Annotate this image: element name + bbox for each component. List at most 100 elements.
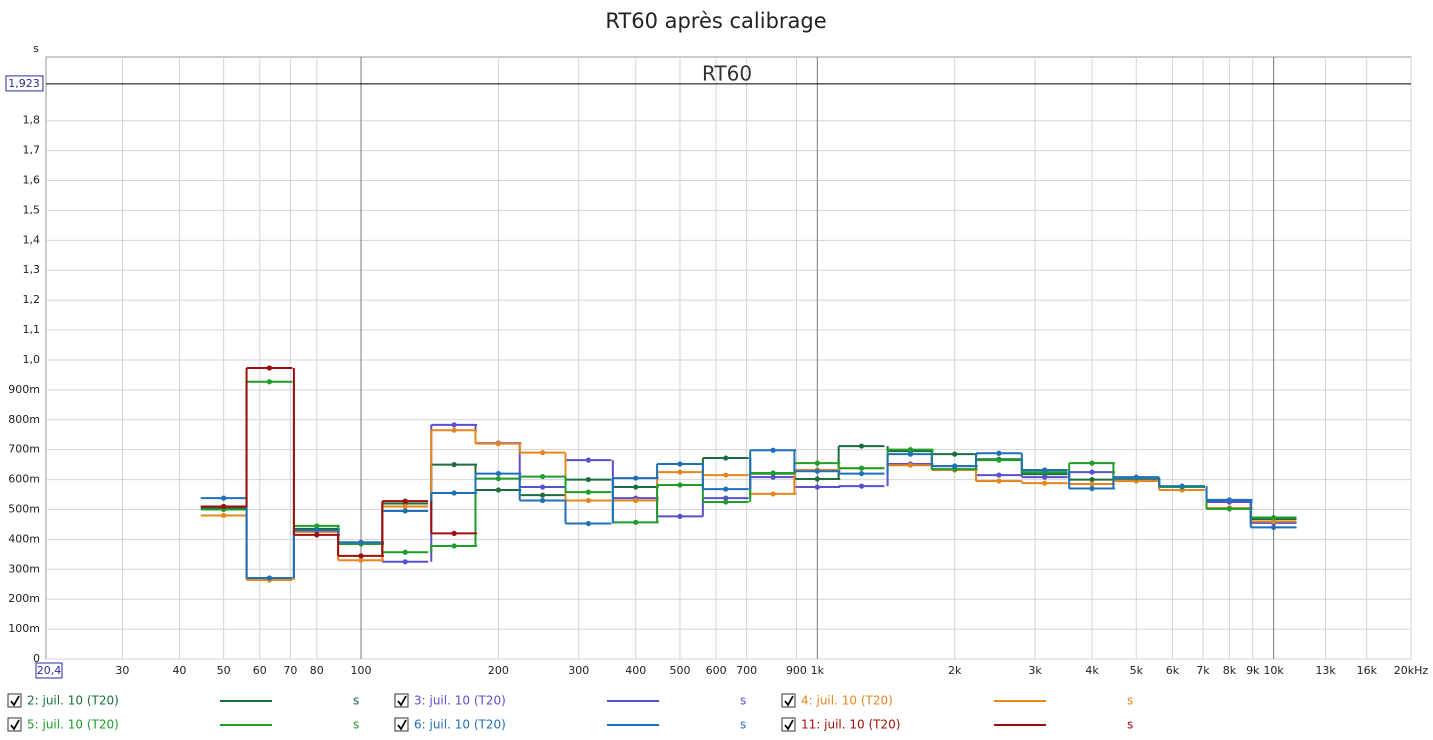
point bbox=[1271, 518, 1277, 525]
point bbox=[1133, 474, 1139, 480]
point bbox=[1271, 514, 1277, 521]
legend-label: 11: juil. 10 (T20) bbox=[801, 718, 900, 732]
point bbox=[585, 476, 592, 483]
point bbox=[495, 470, 501, 477]
y-tick-label: 1,0 bbox=[23, 353, 41, 366]
point bbox=[540, 484, 546, 490]
legend-unit: s bbox=[740, 718, 746, 732]
y-unit: s bbox=[33, 42, 39, 55]
y-tick-label: 1,7 bbox=[23, 144, 41, 157]
y-tick-label: 1,8 bbox=[23, 114, 41, 127]
point bbox=[996, 472, 1002, 478]
x-tick-label: 5k bbox=[1130, 664, 1144, 677]
checkbox-tick[interactable] bbox=[397, 719, 407, 731]
point bbox=[633, 497, 639, 504]
point bbox=[1089, 476, 1095, 483]
point bbox=[1089, 460, 1095, 466]
point bbox=[996, 457, 1002, 463]
point bbox=[858, 483, 865, 489]
point bbox=[402, 549, 408, 555]
y-tick-label: 100m bbox=[8, 622, 40, 635]
x-tick-label: 300 bbox=[568, 664, 589, 677]
x-tick-label: 9k bbox=[1246, 664, 1260, 677]
point bbox=[770, 447, 776, 453]
point bbox=[221, 503, 227, 510]
x-tick-label: 400 bbox=[625, 664, 646, 677]
point bbox=[314, 523, 320, 529]
y-tick-label: 900m bbox=[8, 383, 40, 396]
legend-checkbox[interactable] bbox=[394, 693, 409, 708]
checkbox-tick[interactable] bbox=[784, 719, 794, 731]
y-tick-label: 1,1 bbox=[23, 323, 41, 336]
point bbox=[907, 462, 914, 468]
point bbox=[770, 470, 776, 476]
legend-label: 2: juil. 10 (T20) bbox=[27, 694, 119, 708]
legend-checkbox[interactable] bbox=[781, 717, 796, 732]
legend-unit: s bbox=[353, 718, 359, 732]
point bbox=[585, 520, 592, 527]
point bbox=[451, 490, 457, 496]
x-tick-label: 900 bbox=[786, 664, 807, 677]
point bbox=[585, 497, 592, 504]
x-tick-label: 13k bbox=[1315, 664, 1336, 677]
legend-checkbox[interactable] bbox=[7, 693, 22, 708]
x-tick-label: 10k bbox=[1263, 664, 1284, 677]
point bbox=[358, 553, 364, 559]
y-tick-label: 500m bbox=[8, 502, 40, 515]
y-tick-label: 400m bbox=[8, 532, 40, 545]
point bbox=[858, 443, 865, 449]
checkbox-tick[interactable] bbox=[10, 695, 20, 707]
x-tick-label: 40 bbox=[172, 664, 186, 677]
checkbox-tick[interactable] bbox=[784, 695, 794, 707]
point bbox=[1226, 506, 1233, 512]
x-tick-label: 8k bbox=[1223, 664, 1237, 677]
x-tick-label: 30 bbox=[115, 664, 129, 677]
point bbox=[540, 473, 546, 480]
x-tick-label: 600 bbox=[706, 664, 727, 677]
x-limit-box bbox=[35, 662, 63, 679]
legend-checkbox[interactable] bbox=[7, 717, 22, 732]
point bbox=[314, 527, 320, 534]
y-tick-label: 1,5 bbox=[23, 203, 41, 216]
x-tick-label: 70 bbox=[283, 664, 297, 677]
legend-label: 4: juil. 10 (T20) bbox=[801, 694, 893, 708]
x-tick-label: 2k bbox=[948, 664, 962, 677]
point bbox=[633, 484, 639, 490]
point bbox=[1179, 483, 1185, 489]
x-tick-label: 200 bbox=[488, 664, 509, 677]
point bbox=[814, 468, 820, 474]
point bbox=[633, 519, 639, 525]
legend-unit: s bbox=[353, 694, 359, 708]
legend-unit: s bbox=[1127, 694, 1133, 708]
point bbox=[402, 508, 408, 514]
checkbox-tick[interactable] bbox=[397, 695, 407, 707]
legend-checkbox[interactable] bbox=[394, 717, 409, 732]
point bbox=[402, 498, 408, 504]
point bbox=[221, 512, 227, 519]
point bbox=[770, 474, 776, 480]
point bbox=[952, 451, 958, 457]
x-tick-label: 80 bbox=[310, 664, 324, 677]
point bbox=[677, 461, 683, 467]
x-tick-label: 1k bbox=[811, 664, 825, 677]
x-tick-label: 4k bbox=[1085, 664, 1099, 677]
point bbox=[495, 441, 501, 447]
y-tick-label: 1,3 bbox=[23, 263, 41, 276]
plot-area bbox=[45, 56, 1412, 660]
checkbox-tick[interactable] bbox=[10, 719, 20, 731]
point bbox=[907, 451, 914, 457]
legend-checkbox[interactable] bbox=[781, 693, 796, 708]
y-tick-label: 0 bbox=[33, 652, 40, 665]
point bbox=[677, 469, 683, 475]
x-tick-label: 16k bbox=[1357, 664, 1378, 677]
point bbox=[1042, 480, 1048, 486]
point bbox=[677, 513, 683, 519]
chart-title: RT60 après calibrage bbox=[605, 9, 826, 33]
point bbox=[1089, 481, 1095, 487]
x-tick-label: 60 bbox=[253, 664, 267, 677]
y-tick-label: 800m bbox=[8, 413, 40, 426]
point bbox=[1226, 497, 1233, 503]
point bbox=[402, 559, 408, 565]
point bbox=[540, 450, 546, 456]
